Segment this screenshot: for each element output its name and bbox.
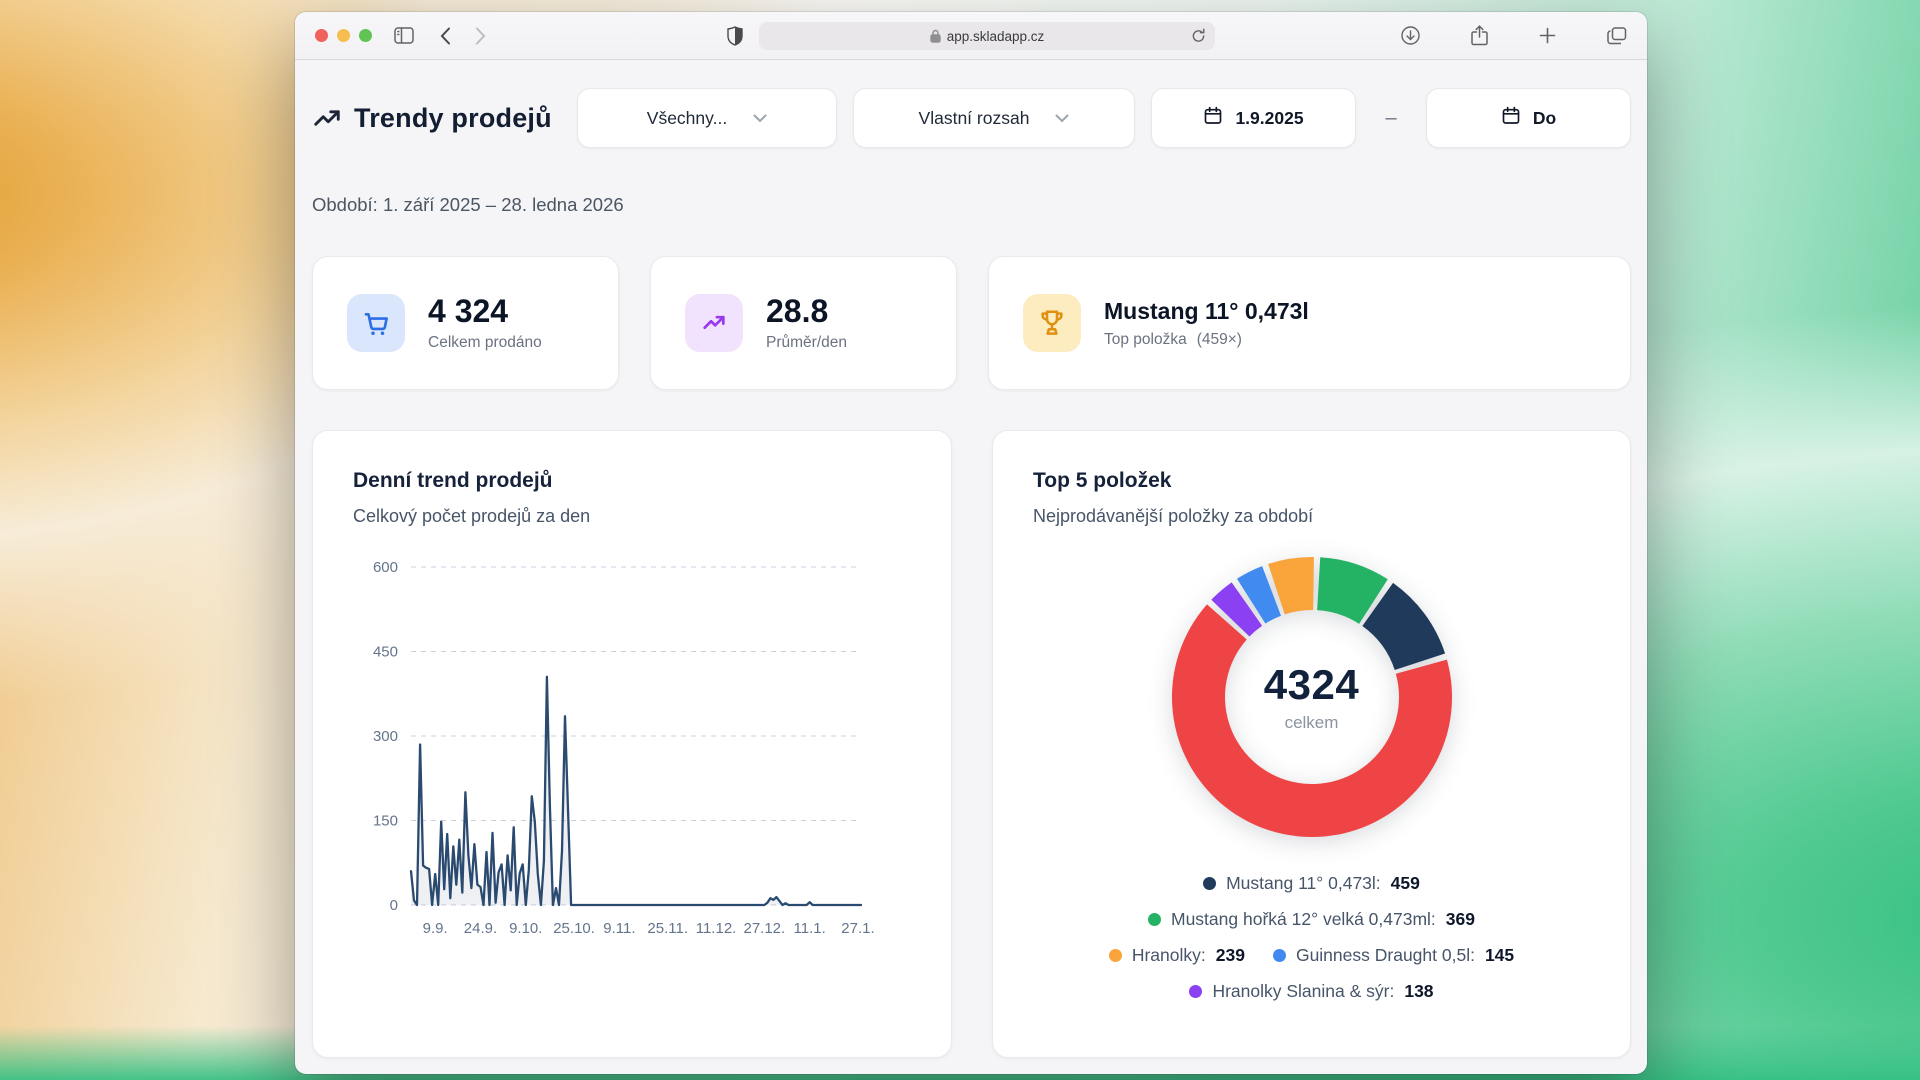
legend-dot xyxy=(1108,949,1122,962)
donut-chart-title: Top 5 položek xyxy=(1033,469,1172,492)
legend-item: Hranolky: 239 xyxy=(1108,945,1245,966)
legend-row: Mustang hořká 12° velká 0,473ml: 369 xyxy=(1148,909,1475,930)
svg-text:600: 600 xyxy=(373,559,398,576)
svg-text:25.11.: 25.11. xyxy=(647,920,688,937)
privacy-shield-icon[interactable] xyxy=(727,26,743,46)
share-icon[interactable] xyxy=(1471,25,1488,46)
svg-text:450: 450 xyxy=(373,644,398,661)
new-tab-icon[interactable] xyxy=(1539,27,1556,44)
daily-trend-card: Denní trend prodejů Celkový počet prodej… xyxy=(312,430,952,1058)
stat-card-average: 28.8 Průměr/den xyxy=(650,256,957,390)
svg-text:0: 0 xyxy=(390,897,398,914)
legend-row: Hranolky: 239 Guinness Draught 0,5l: 145 xyxy=(1108,945,1514,966)
svg-text:11.1.: 11.1. xyxy=(794,920,826,937)
stat-average-value: 28.8 xyxy=(766,292,829,329)
charts-row: Denní trend prodejů Celkový počet prodej… xyxy=(312,430,1631,1058)
items-filter-value: Všechny... xyxy=(646,107,728,128)
trending-up-icon xyxy=(312,103,342,133)
browser-toolbar: app.skladapp.cz xyxy=(295,12,1647,60)
period-label: Období: 1. září 2025 – 28. ledna 2026 xyxy=(312,194,624,215)
forward-button-icon[interactable] xyxy=(475,27,486,45)
svg-text:9.11.: 9.11. xyxy=(603,920,635,937)
title-wrap: Trendy prodejů xyxy=(312,103,561,134)
sidebar-toggle-icon[interactable] xyxy=(394,27,414,44)
stat-card-total: 4 324 Celkem prodáno xyxy=(312,256,619,390)
range-filter-value: Vlastní rozsah xyxy=(918,107,1030,128)
svg-text:150: 150 xyxy=(373,813,398,830)
legend-item: Mustang 11° 0,473l: 459 xyxy=(1203,873,1420,894)
date-from-button[interactable]: 1.9.2025 xyxy=(1151,88,1356,148)
donut-chart-subtitle: Nejprodávanější položky za období xyxy=(1033,506,1314,526)
trophy-icon xyxy=(1023,294,1081,352)
dashboard-content: Trendy prodejů Všechny... Vlastní rozsah… xyxy=(295,88,1647,1058)
cart-icon xyxy=(347,294,405,352)
stat-top-item-count: (459×) xyxy=(1196,330,1242,348)
svg-text:25.10.: 25.10. xyxy=(553,920,595,937)
legend-dot xyxy=(1203,877,1217,890)
browser-window: app.skladapp.cz xyxy=(295,12,1647,1074)
tab-overview-icon[interactable] xyxy=(1607,26,1627,45)
legend-dot xyxy=(1189,985,1203,998)
legend-item: Hranolky Slanina & sýr: 138 xyxy=(1189,981,1434,1002)
date-to-button[interactable]: Do xyxy=(1426,88,1631,148)
stats-row: 4 324 Celkem prodáno 28.8 Průměr/den xyxy=(312,256,1631,390)
date-from-value: 1.9.2025 xyxy=(1235,107,1304,128)
svg-text:9.10.: 9.10. xyxy=(509,920,542,937)
svg-text:9.9.: 9.9. xyxy=(423,920,448,937)
line-chart-title: Denní trend prodejů xyxy=(353,469,553,492)
reload-icon[interactable] xyxy=(1191,28,1206,44)
close-window-button[interactable] xyxy=(315,29,328,42)
legend-dot xyxy=(1148,913,1161,926)
calendar-icon xyxy=(1203,105,1223,131)
daily-sales-line-chart: 0 150 300 450 600 9.9. 24.9. 9.10. 25.10. 9.11. 25… xyxy=(373,559,875,937)
svg-text:11.12.: 11.12. xyxy=(696,920,737,937)
window-controls xyxy=(315,29,372,42)
trend-up-icon xyxy=(685,294,743,352)
legend-row: Hranolky Slanina & sýr: 138 xyxy=(1189,981,1434,1002)
calendar-icon xyxy=(1501,105,1521,131)
legend-row: Mustang 11° 0,473l: 459 xyxy=(1203,873,1420,894)
date-range-separator: – xyxy=(1385,106,1397,129)
stat-top-item-label: Top položka xyxy=(1104,330,1187,348)
page-header: Trendy prodejů Všechny... Vlastní rozsah… xyxy=(312,88,1631,148)
chevron-down-icon xyxy=(753,114,767,123)
legend-item: Mustang hořká 12° velká 0,473ml: 369 xyxy=(1148,909,1475,930)
stat-top-item-value: Mustang 11° 0,473l xyxy=(1104,297,1309,324)
address-bar[interactable]: app.skladapp.cz xyxy=(759,22,1215,50)
donut-legend: Mustang 11° 0,473l: 459 Mustang hořká 12°… xyxy=(1033,873,1590,1002)
range-filter-dropdown[interactable]: Vlastní rozsah xyxy=(853,88,1135,148)
url-text: app.skladapp.cz xyxy=(946,28,1045,44)
chevron-down-icon xyxy=(1055,114,1069,123)
stat-average-label: Průměr/den xyxy=(766,334,847,352)
legend-dot xyxy=(1272,949,1286,962)
line-chart-subtitle: Celkový počet prodejů za den xyxy=(353,506,591,526)
svg-text:300: 300 xyxy=(373,728,398,745)
stat-total-value: 4 324 xyxy=(428,292,509,329)
svg-text:24.9.: 24.9. xyxy=(464,920,497,937)
svg-text:27.12.: 27.12. xyxy=(743,920,785,937)
stat-card-top-item: Mustang 11° 0,473l Top položka (459×) xyxy=(988,256,1631,390)
lock-icon xyxy=(930,29,941,43)
items-filter-dropdown[interactable]: Všechny... xyxy=(577,88,837,148)
zoom-window-button[interactable] xyxy=(359,29,372,42)
page-title: Trendy prodejů xyxy=(354,102,552,133)
minimize-window-button[interactable] xyxy=(337,29,350,42)
back-button-icon[interactable] xyxy=(440,27,451,45)
svg-text:27.1.: 27.1. xyxy=(841,920,874,937)
legend-item: Guinness Draught 0,5l: 145 xyxy=(1272,945,1514,966)
downloads-icon[interactable] xyxy=(1401,26,1420,45)
date-to-value: Do xyxy=(1532,107,1557,128)
donut-chart: 4324 celkem xyxy=(1162,547,1462,847)
top-items-card: Top 5 položek Nejprodávanější položky za… xyxy=(992,430,1631,1058)
stat-total-label: Celkem prodáno xyxy=(428,334,542,352)
